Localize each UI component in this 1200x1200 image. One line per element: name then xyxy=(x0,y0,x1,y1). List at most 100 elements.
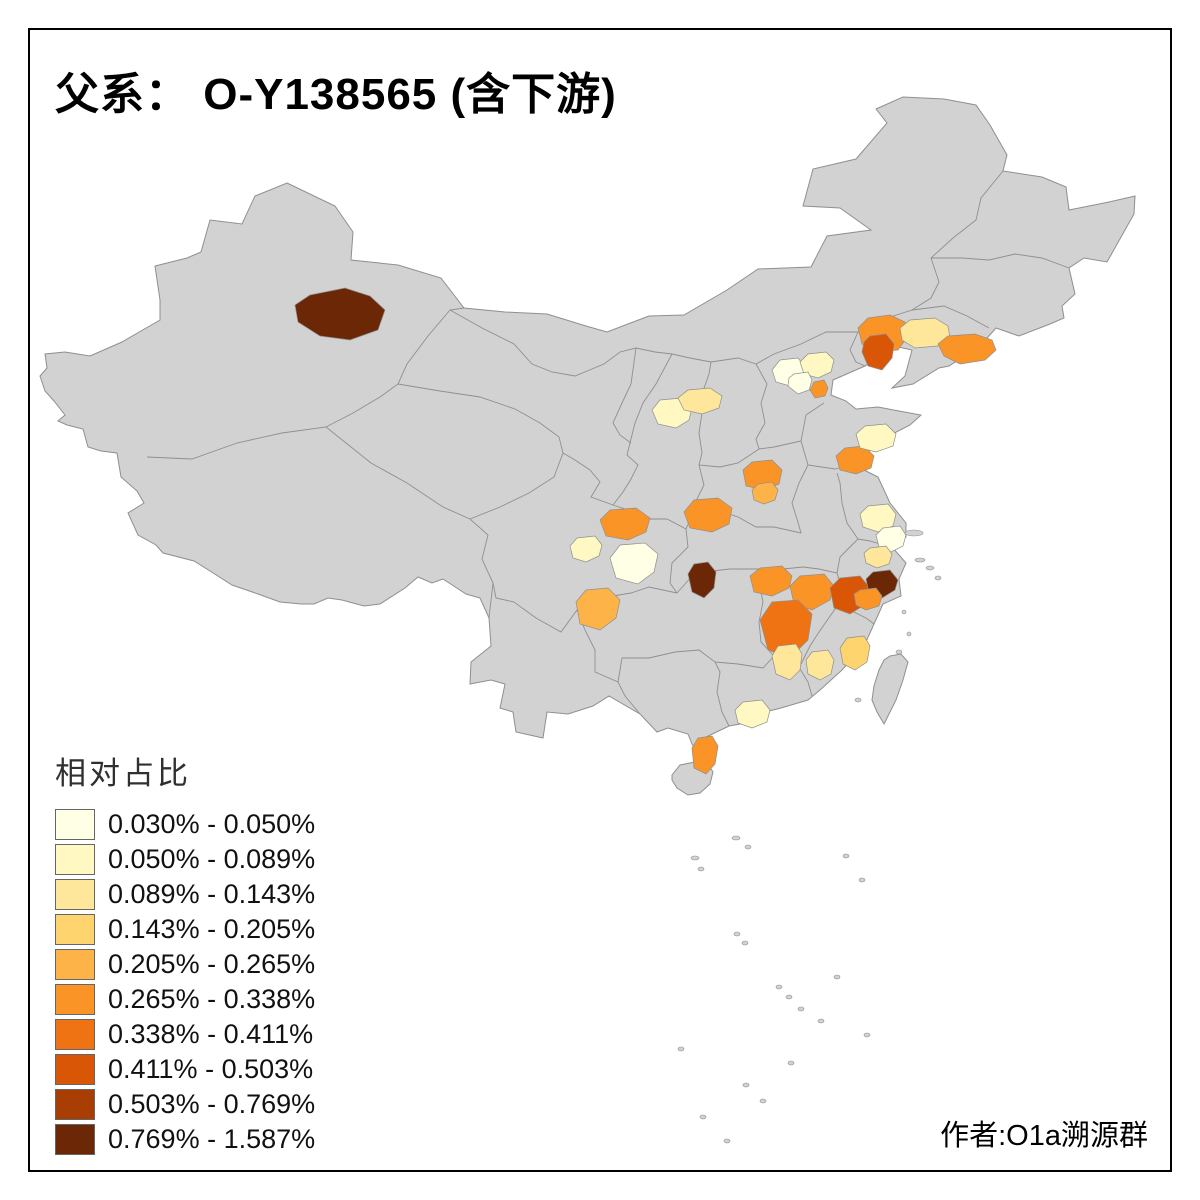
map-region xyxy=(294,287,386,341)
legend-label: 0.050% - 0.089% xyxy=(108,843,316,874)
legend-swatch xyxy=(55,878,95,910)
island xyxy=(677,1046,685,1052)
legend-swatch xyxy=(55,948,95,980)
map-region xyxy=(863,545,893,569)
island xyxy=(787,1060,795,1066)
legend-label: 0.769% - 1.587% xyxy=(108,1123,316,1154)
island xyxy=(854,697,862,703)
province-border xyxy=(562,452,687,530)
china-mainland xyxy=(39,96,1136,758)
map-region xyxy=(805,649,835,681)
province-border xyxy=(931,253,1070,269)
island xyxy=(741,940,749,946)
legend-label: 0.265% - 0.338% xyxy=(108,983,316,1014)
legend-label: 0.089% - 0.143% xyxy=(108,878,316,909)
taiwan-island xyxy=(871,653,909,726)
credit-text: 作者:O1a溯源群 xyxy=(940,1120,1148,1152)
province-border xyxy=(397,383,564,520)
island xyxy=(697,866,705,872)
legend-item: 0.769% - 1.587% xyxy=(55,1122,315,1156)
map-region xyxy=(853,587,883,611)
island xyxy=(901,609,907,615)
island xyxy=(759,1098,767,1104)
island xyxy=(833,974,841,980)
island xyxy=(904,529,924,537)
legend-swatch xyxy=(55,843,95,875)
legend-swatch xyxy=(55,1053,95,1085)
map-region xyxy=(787,371,813,395)
map-region xyxy=(809,379,829,399)
island xyxy=(906,631,912,637)
province-border xyxy=(449,170,1004,377)
province-border xyxy=(612,347,637,444)
map-region xyxy=(609,542,659,585)
province-border xyxy=(576,609,641,715)
legend-swatch xyxy=(55,913,95,945)
legend-swatch xyxy=(55,1123,95,1155)
province-border xyxy=(836,472,859,540)
island xyxy=(797,1006,805,1012)
island xyxy=(925,565,935,571)
legend-title: 相对占比 xyxy=(55,756,191,791)
province-border xyxy=(146,307,465,460)
island xyxy=(842,853,850,859)
island xyxy=(895,649,903,655)
map-region xyxy=(771,643,803,681)
map-region xyxy=(839,635,871,671)
island xyxy=(699,1114,707,1120)
map-region xyxy=(569,535,603,563)
map-region xyxy=(683,497,733,533)
legend-swatch xyxy=(55,983,95,1015)
map-region xyxy=(799,351,835,379)
legend-item: 0.205% - 0.265% xyxy=(55,947,315,981)
map-region xyxy=(687,561,717,599)
legend-label: 0.411% - 0.503% xyxy=(108,1053,314,1084)
legend: 相对占比 0.030% - 0.050% 0.050% - 0.089% 0.0… xyxy=(55,748,315,1157)
legend-label: 0.338% - 0.411% xyxy=(108,1018,314,1049)
legend-item: 0.089% - 0.143% xyxy=(55,877,315,911)
island xyxy=(934,575,942,581)
map-region xyxy=(691,735,719,775)
province-border xyxy=(669,464,705,594)
legend-label: 0.143% - 0.205% xyxy=(108,913,316,944)
map-region xyxy=(734,699,771,729)
legend-label: 0.030% - 0.050% xyxy=(108,808,316,839)
island xyxy=(863,1032,871,1038)
legend-label: 0.503% - 0.769% xyxy=(108,1088,316,1119)
legend-swatch xyxy=(55,808,95,840)
island xyxy=(690,855,700,861)
figure-title: 父系： O-Y138565 (含下游) xyxy=(55,70,617,119)
map-region xyxy=(599,507,651,541)
legend-item: 0.265% - 0.338% xyxy=(55,982,315,1016)
map-region xyxy=(937,333,997,365)
legend-item: 0.411% - 0.503% xyxy=(55,1052,315,1086)
island xyxy=(742,1082,750,1088)
province-border xyxy=(755,363,768,450)
province-border xyxy=(911,305,990,329)
map-region xyxy=(749,565,793,597)
province-border xyxy=(758,402,825,450)
island xyxy=(731,835,741,841)
map-region xyxy=(751,481,779,505)
legend-item: 0.503% - 0.769% xyxy=(55,1087,315,1121)
map-region xyxy=(875,525,907,553)
map-region xyxy=(677,387,723,415)
map-region xyxy=(861,333,895,371)
map-region xyxy=(899,317,951,349)
island xyxy=(785,994,793,1000)
map-region xyxy=(575,587,621,631)
island xyxy=(817,1018,825,1024)
island xyxy=(744,844,752,850)
island xyxy=(858,877,866,883)
island xyxy=(775,984,783,990)
province-border xyxy=(612,353,673,506)
legend-item: 0.338% - 0.411% xyxy=(55,1017,315,1051)
province-border xyxy=(617,649,730,727)
island xyxy=(733,931,741,937)
map-region xyxy=(789,573,835,611)
map-region xyxy=(855,423,897,453)
legend-item: 0.143% - 0.205% xyxy=(55,912,315,946)
province-border xyxy=(849,331,866,367)
